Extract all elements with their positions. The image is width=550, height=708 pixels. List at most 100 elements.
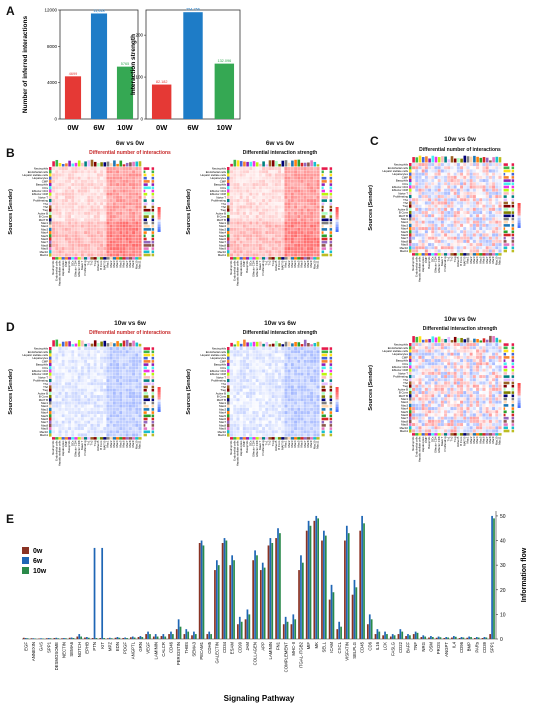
heatmap-cell xyxy=(271,410,275,415)
heatmap-cell xyxy=(112,410,117,415)
heatmap-cell xyxy=(453,182,457,186)
heatmap-cell xyxy=(274,186,279,190)
heatmap-cell xyxy=(418,226,422,231)
heatmap-cell xyxy=(122,202,126,206)
heatmap-cell xyxy=(297,353,301,357)
heatmap-cell xyxy=(96,407,101,412)
heatmap-cell xyxy=(64,195,69,200)
heatmap-cell xyxy=(77,170,81,174)
heatmap-cell xyxy=(138,182,142,187)
side-bar xyxy=(503,204,511,208)
heatmap-cell xyxy=(119,166,123,171)
heatmap-cell xyxy=(309,346,314,351)
heatmap-cell xyxy=(249,359,253,364)
heatmap-cell xyxy=(475,220,480,224)
heatmap-cell xyxy=(268,410,272,415)
heatmap-cell xyxy=(252,407,256,412)
heatmap-cell xyxy=(93,189,97,193)
col-color xyxy=(255,257,259,260)
heatmap-cell xyxy=(463,185,467,189)
heatmap-cell xyxy=(51,176,56,180)
side-color xyxy=(511,220,515,224)
heatmap-cell xyxy=(450,185,454,189)
top-bar xyxy=(287,341,291,347)
heatmap-cell xyxy=(424,185,429,189)
heatmap-cell xyxy=(90,208,94,212)
side-color xyxy=(329,180,333,183)
heatmap-cell xyxy=(466,175,470,180)
heatmap-cell xyxy=(242,382,247,386)
row-color xyxy=(227,176,230,180)
heatmap-cell xyxy=(300,230,304,235)
heatmap-cell xyxy=(306,221,311,225)
heatmap-cell xyxy=(112,350,117,354)
heatmap-cell xyxy=(115,356,120,360)
heatmap-cell xyxy=(440,172,445,176)
heatmap-cell xyxy=(456,178,461,183)
heatmap-cell xyxy=(309,375,314,380)
heatmap-cell xyxy=(498,220,502,224)
heatmap-cell xyxy=(55,382,59,386)
heatmap-cell xyxy=(242,240,247,244)
heatmap-cell xyxy=(58,198,62,203)
heatmap-cell xyxy=(290,211,295,216)
heatmap-cell xyxy=(87,414,91,418)
heatmap-cell xyxy=(309,369,314,373)
heatmap-cell xyxy=(277,353,282,357)
heatmap-cell xyxy=(316,426,320,431)
heatmap-cell xyxy=(103,192,107,196)
heatmap-cell xyxy=(479,162,483,167)
heatmap-cell xyxy=(450,242,454,247)
heatmap-cell xyxy=(258,350,263,354)
heatmap-cell xyxy=(236,346,240,351)
heatmap-cell xyxy=(261,423,266,428)
heatmap-cell xyxy=(74,420,78,424)
heatmap-cell xyxy=(447,201,451,205)
col-color xyxy=(122,257,126,260)
side-bar xyxy=(321,360,328,363)
heatmap-cell xyxy=(55,166,59,171)
heatmap-cell xyxy=(71,218,75,222)
row-label: Basophils xyxy=(36,363,49,367)
row-color xyxy=(49,215,52,219)
heatmap-cell xyxy=(229,407,234,412)
heatmap-cell xyxy=(309,420,314,424)
row-color xyxy=(409,230,412,234)
heatmap-cell xyxy=(469,182,473,186)
heatmap-cell xyxy=(290,237,295,241)
heatmap-cell xyxy=(58,221,62,225)
col-label: Mac8 xyxy=(306,260,310,267)
heatmap-cell xyxy=(252,414,256,418)
heatmap-cell xyxy=(306,170,311,174)
heatmap-cell xyxy=(99,423,104,428)
heatmap-cell xyxy=(90,394,94,399)
heatmap-cell xyxy=(427,233,432,237)
heatmap-cell xyxy=(300,208,304,212)
heatmap-cell xyxy=(55,385,59,389)
heatmap-cell xyxy=(437,242,441,247)
heatmap-cell xyxy=(58,372,62,376)
side-color xyxy=(329,173,333,177)
heatmap-cell xyxy=(265,401,269,405)
heatmap-cell xyxy=(271,414,275,418)
heatmap-cell xyxy=(236,166,240,171)
heatmap-cell xyxy=(297,404,301,408)
heatmap-cell xyxy=(233,211,237,216)
heatmap-cell xyxy=(112,362,117,367)
col-color xyxy=(268,437,272,440)
heatmap-cell xyxy=(131,250,136,254)
heatmap-cell xyxy=(459,201,464,205)
heatmap-cell xyxy=(309,362,314,367)
heatmap-cell xyxy=(71,375,75,380)
heatmap-cell xyxy=(293,353,298,357)
heatmap-cell xyxy=(284,420,288,424)
heatmap-cell xyxy=(83,182,88,187)
heatmap-cell xyxy=(265,182,269,187)
heatmap-cell xyxy=(249,166,253,171)
heatmap-cell xyxy=(119,401,123,405)
heatmap-cell xyxy=(67,401,72,405)
heatmap-cell xyxy=(421,242,425,247)
row-label: Mac8 xyxy=(219,243,226,247)
col-label: Mac6 xyxy=(482,256,486,263)
top-bar xyxy=(122,164,126,167)
